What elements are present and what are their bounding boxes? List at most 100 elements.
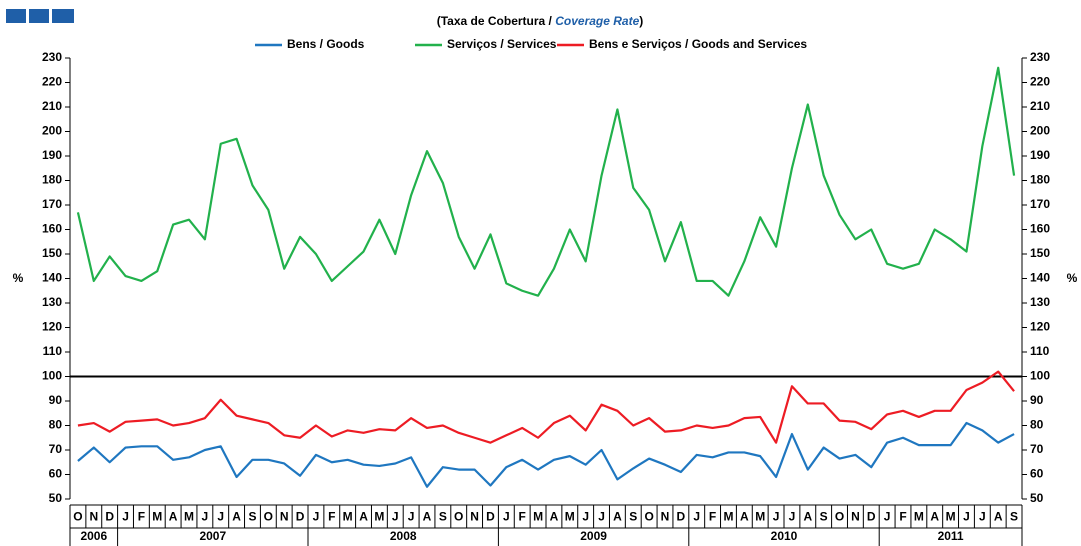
x-tick-label: J xyxy=(884,510,891,524)
y2-tick-label: 190 xyxy=(1030,148,1050,162)
y-axis-label: % xyxy=(13,271,24,285)
y2-tick-label: 60 xyxy=(1030,467,1044,481)
x-tick-label: M xyxy=(343,510,353,524)
x-tick-label: M xyxy=(184,510,194,524)
y-tick-label: 200 xyxy=(42,124,62,138)
logo-block xyxy=(29,9,49,23)
y-tick-label: 210 xyxy=(42,99,62,113)
y2-tick-label: 90 xyxy=(1030,393,1044,407)
x-tick-label: O xyxy=(73,510,82,524)
x-tick-label: A xyxy=(803,510,812,524)
y-tick-label: 170 xyxy=(42,197,62,211)
x-tick-label: S xyxy=(1010,510,1018,524)
legend-label: Serviços / Services xyxy=(447,37,557,51)
x-tick-label: J xyxy=(122,510,129,524)
x-tick-label: J xyxy=(503,510,510,524)
x-tick-label: A xyxy=(232,510,241,524)
x-tick-label: D xyxy=(486,510,495,524)
x-tick-label: F xyxy=(709,510,716,524)
y-tick-label: 70 xyxy=(49,442,63,456)
x-tick-label: M xyxy=(152,510,162,524)
y-tick-label: 150 xyxy=(42,246,62,260)
y2-tick-label: 210 xyxy=(1030,99,1050,113)
series-line xyxy=(77,421,1015,488)
y2-tick-label: 80 xyxy=(1030,418,1044,432)
x-tick-label: A xyxy=(613,510,622,524)
y2-tick-label: 130 xyxy=(1030,295,1050,309)
x-tick-label: M xyxy=(755,510,765,524)
x-tick-label: N xyxy=(661,510,670,524)
x-tick-label: N xyxy=(851,510,860,524)
y-tick-label: 110 xyxy=(43,344,63,358)
title-part: Coverage Rate xyxy=(555,14,639,28)
x-tick-label: J xyxy=(963,510,970,524)
x-tick-label: D xyxy=(105,510,114,524)
logo-block xyxy=(6,9,26,23)
y2-tick-label: 150 xyxy=(1030,246,1050,260)
chart-title: (Taxa de Cobertura / Coverage Rate) xyxy=(437,14,644,28)
y2-tick-label: 70 xyxy=(1030,442,1044,456)
x-tick-label: J xyxy=(979,510,986,524)
x-tick-label: J xyxy=(408,510,415,524)
y-tick-label: 90 xyxy=(49,393,63,407)
y-tick-label: 140 xyxy=(42,271,62,285)
y-tick-label: 180 xyxy=(42,173,62,187)
y-tick-label: 220 xyxy=(42,75,62,89)
year-label: 2008 xyxy=(390,529,417,543)
x-tick-label: J xyxy=(598,510,605,524)
x-tick-label: S xyxy=(248,510,256,524)
x-tick-label: A xyxy=(740,510,749,524)
x-tick-label: D xyxy=(296,510,305,524)
x-tick-label: M xyxy=(565,510,575,524)
series-line xyxy=(77,370,1015,444)
y-tick-label: 190 xyxy=(42,148,62,162)
legend-label: Bens e Serviços / Goods and Services xyxy=(589,37,807,51)
x-tick-label: O xyxy=(835,510,844,524)
x-tick-label: O xyxy=(454,510,463,524)
y2-tick-label: 50 xyxy=(1030,491,1044,505)
x-tick-label: N xyxy=(280,510,289,524)
y2-tick-label: 100 xyxy=(1030,369,1050,383)
x-tick-label: J xyxy=(313,510,320,524)
x-tick-label: D xyxy=(677,510,686,524)
x-tick-label: M xyxy=(533,510,543,524)
y2-tick-label: 140 xyxy=(1030,271,1050,285)
x-tick-label: J xyxy=(392,510,399,524)
x-tick-label: A xyxy=(169,510,178,524)
logo-block xyxy=(52,9,74,23)
x-tick-label: J xyxy=(789,510,796,524)
y-tick-label: 130 xyxy=(42,295,62,309)
x-tick-label: J xyxy=(773,510,780,524)
x-tick-label: A xyxy=(994,510,1003,524)
y2-tick-label: 180 xyxy=(1030,173,1050,187)
legend-label: Bens / Goods xyxy=(287,37,365,51)
x-tick-label: S xyxy=(820,510,828,524)
x-tick-label: A xyxy=(930,510,939,524)
x-tick-label: M xyxy=(946,510,956,524)
x-tick-label: A xyxy=(359,510,368,524)
title-part: (Taxa de Cobertura / xyxy=(437,14,555,28)
year-label: 2011 xyxy=(938,529,964,543)
y-tick-label: 160 xyxy=(42,222,62,236)
x-tick-label: O xyxy=(264,510,273,524)
x-tick-label: S xyxy=(439,510,447,524)
x-tick-label: J xyxy=(582,510,589,524)
y-tick-label: 60 xyxy=(49,467,63,481)
y2-axis-label: % xyxy=(1067,271,1078,285)
title-part: ) xyxy=(639,14,643,28)
x-tick-label: M xyxy=(914,510,924,524)
x-tick-label: F xyxy=(899,510,906,524)
x-tick-label: N xyxy=(470,510,479,524)
x-tick-label: A xyxy=(550,510,559,524)
y-tick-label: 50 xyxy=(49,491,63,505)
x-tick-label: J xyxy=(217,510,224,524)
year-label: 2009 xyxy=(580,529,607,543)
y2-tick-label: 200 xyxy=(1030,124,1050,138)
x-tick-label: J xyxy=(202,510,209,524)
y-tick-label: 120 xyxy=(42,320,62,334)
x-tick-label: N xyxy=(89,510,98,524)
x-tick-label: M xyxy=(723,510,733,524)
x-tick-label: M xyxy=(374,510,384,524)
x-tick-label: F xyxy=(328,510,335,524)
